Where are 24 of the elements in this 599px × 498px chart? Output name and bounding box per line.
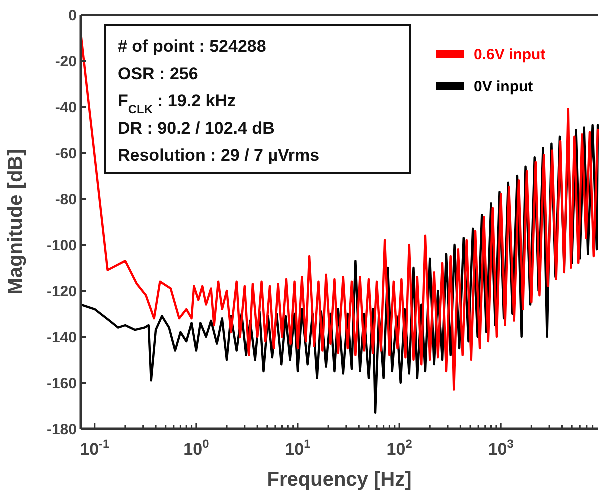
y-tick-label: 0 xyxy=(68,7,77,24)
x-tick-label: 10$^{3}$ xyxy=(488,437,514,459)
annotation: F$_{CLK}$ : 19.2 kHz xyxy=(118,92,236,117)
y-tick-label: -40 xyxy=(55,99,77,116)
x-tick-label: 10$^{-1}$ xyxy=(80,437,110,459)
x-tick-label: 10$^{0}$ xyxy=(184,437,210,459)
legend-label: 0.6V input xyxy=(474,46,546,64)
y-axis-title: Magnitude [dB] xyxy=(5,149,27,295)
x-tick-label: 10$^{1}$ xyxy=(285,437,312,459)
y-tick-label: -80 xyxy=(55,191,77,208)
annotation: DR : 90.2 / 102.4 dB xyxy=(118,118,275,138)
y-tick-label: -60 xyxy=(55,145,77,162)
y-tick-label: -20 xyxy=(55,53,77,70)
annotation: # of point : 524288 xyxy=(118,37,266,56)
y-tick-label: -120 xyxy=(46,283,77,300)
annotation: OSR : 256 xyxy=(118,64,198,84)
y-tick-label: -160 xyxy=(46,375,77,392)
legend-label: 0V input xyxy=(474,78,534,96)
y-tick-label: -100 xyxy=(46,237,77,254)
y-tick-label: -140 xyxy=(46,329,77,346)
x-axis-title: Frequency [Hz] xyxy=(267,469,412,491)
y-tick-label: -180 xyxy=(46,421,77,438)
x-tick-label: 10$^{2}$ xyxy=(386,437,413,459)
annotation: Resolution : 29 / 7 µVrms xyxy=(118,146,320,166)
